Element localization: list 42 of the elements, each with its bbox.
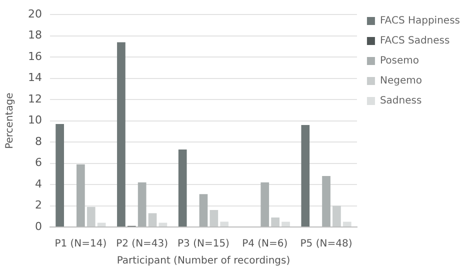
y-tick-label: 4 [34,177,42,190]
bar [260,182,270,226]
y-tick-label: 0 [34,220,42,233]
bar [76,164,85,226]
x-tick-label: P4 (N=6) [242,238,288,250]
bar [322,176,330,226]
legend-label: FACS Sadness [380,36,450,47]
bar [148,213,157,226]
y-tick-label: 18 [28,28,42,42]
legend-label: Negemo [380,76,422,87]
bar [117,42,126,226]
y-tick-label: 14 [28,71,42,84]
x-tick-label: P1 (N=14) [54,238,107,250]
y-tick-label: 16 [28,50,42,63]
bar [220,222,229,226]
y-tick-label: 20 [28,7,42,20]
bar [301,125,310,226]
bar [271,217,280,226]
x-tick-label: P3 (N=15) [177,238,230,250]
y-axis-title: Percentage [4,92,16,149]
bar [138,182,146,226]
legend-label: Posemo [380,56,419,67]
bar [178,149,187,226]
legend-label: Sadness [380,96,422,107]
bar [158,222,168,226]
y-tick-label: 8 [34,134,42,148]
y-tick-label: 10 [28,114,42,127]
legend-label: FACS Happiness [380,16,460,27]
y-tick-label: 12 [28,92,42,106]
bar [199,194,208,226]
bar [342,222,352,226]
bar [282,222,290,226]
x-tick-label: P2 (N=43) [116,238,168,250]
y-tick-label: 6 [34,156,42,170]
bar [210,210,218,226]
x-tick-label: P5 (N=48) [300,238,352,250]
bar [332,206,341,226]
bar [97,222,106,226]
x-axis-title: Participant (Number of recordings) [116,256,290,267]
bar [56,124,64,226]
bar [86,206,96,226]
y-tick-label: 2 [34,198,42,212]
